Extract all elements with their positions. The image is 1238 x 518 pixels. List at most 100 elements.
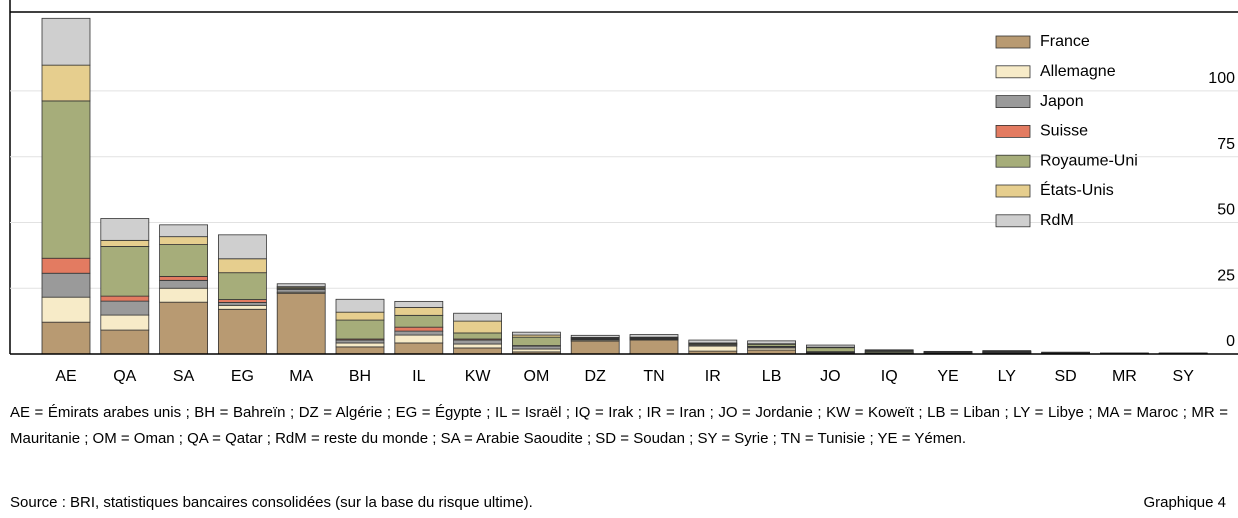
- bar-segment: [276, 292, 326, 355]
- legend-label: France: [1040, 33, 1090, 50]
- bar-segment: [276, 283, 326, 288]
- x-tick-label: IQ: [881, 368, 898, 385]
- x-tick-label: IL: [412, 368, 425, 385]
- bar-segment: [512, 348, 561, 353]
- bar-segment: [982, 350, 1032, 352]
- x-tick-label: MA: [289, 368, 313, 385]
- x-tick-label: LY: [998, 368, 1017, 385]
- bar-segment: [41, 64, 91, 102]
- y-tick-label: 25: [1217, 267, 1235, 284]
- legend-label: Suisse: [1040, 123, 1088, 140]
- bar-segment: [335, 342, 385, 348]
- x-tick-label: TN: [643, 368, 664, 385]
- bar-segment: [688, 339, 738, 344]
- bar-segment: [394, 342, 444, 355]
- bar-segment: [41, 257, 91, 274]
- y-tick-label: 75: [1217, 136, 1235, 153]
- bar-segment: [629, 334, 679, 338]
- figure-label: Graphique 4: [1143, 494, 1226, 511]
- bar-segment: [41, 100, 91, 259]
- bar-segment: [453, 320, 503, 334]
- bar-segment: [100, 329, 150, 355]
- x-tick-label: QA: [113, 368, 136, 385]
- legend-label: Allemagne: [1040, 63, 1116, 80]
- x-tick-label: SA: [173, 368, 195, 385]
- bar-segment: [512, 331, 561, 336]
- bar-segment: [41, 272, 91, 298]
- bar-segment: [335, 339, 385, 344]
- x-tick-label: SY: [1173, 368, 1195, 385]
- bar-segment: [335, 311, 385, 321]
- legend-swatch: [995, 125, 1031, 138]
- chart: 0 25 50 75 100 AE QA SA EG MA BH IL KW OM DZ TN IR LB JO IQ…: [9, 0, 1238, 385]
- legend-swatch: [995, 95, 1031, 108]
- x-tick-label: LB: [762, 368, 782, 385]
- x-tick-label: IR: [705, 368, 721, 385]
- legend-swatch: [995, 184, 1031, 198]
- bar-segment: [806, 347, 855, 353]
- x-tick-label: YE: [937, 368, 958, 385]
- bar-segment: [159, 224, 209, 238]
- x-tick-label: JO: [820, 368, 840, 385]
- x-tick-label: OM: [524, 368, 550, 385]
- bar-segment: [394, 326, 444, 332]
- bar-segment: [335, 319, 385, 340]
- bar-segment: [394, 330, 444, 336]
- bar-segment: [512, 345, 561, 350]
- bar-segment: [159, 275, 209, 281]
- x-tick-label: DZ: [585, 368, 607, 385]
- bar-segment: [100, 246, 150, 297]
- x-tick-label: AE: [55, 368, 76, 385]
- bar-segment: [394, 334, 444, 344]
- bar-segment: [394, 307, 444, 316]
- bar-segment: [276, 288, 326, 293]
- footnote: AE = Émirats arabes unis ; BH = Bahreïn …: [10, 404, 1228, 447]
- bar-segment: [217, 302, 267, 306]
- legend-swatch: [995, 35, 1031, 49]
- legend-label: RdM: [1040, 212, 1074, 229]
- bar-segment: [159, 279, 209, 289]
- bar-segment: [100, 295, 150, 302]
- bar-segment: [217, 234, 267, 260]
- bar-segment: [453, 332, 503, 340]
- bar-segment: [453, 339, 503, 345]
- bar-segment: [453, 312, 503, 322]
- y-tick-label: 50: [1217, 202, 1235, 219]
- x-tick-label: KW: [465, 368, 492, 385]
- bar-segment: [159, 301, 209, 355]
- bar-segment: [453, 343, 503, 349]
- bar-segment: [217, 272, 267, 300]
- bar-segment: [629, 339, 679, 355]
- bar-segment: [159, 287, 209, 303]
- bar-segment: [217, 299, 267, 303]
- bar-segment: [394, 314, 444, 328]
- legend-swatch: [995, 214, 1031, 228]
- bar-segment: [570, 340, 620, 355]
- bar-segment: [864, 349, 914, 351]
- bar-segment: [217, 308, 267, 355]
- bar-segment: [100, 218, 150, 241]
- bar-segment: [217, 258, 267, 274]
- bar-segment: [570, 334, 620, 338]
- bar-segment: [100, 239, 150, 247]
- y-tick-label: 100: [1208, 70, 1235, 87]
- bar-segment: [159, 244, 209, 277]
- y-tick-label: 0: [1226, 333, 1235, 350]
- x-tick-label: BH: [349, 368, 371, 385]
- bar-segment: [41, 296, 91, 323]
- legend-label: Japon: [1040, 93, 1084, 110]
- bar-segment: [688, 345, 738, 352]
- x-tick-label: SD: [1054, 368, 1076, 385]
- bar-segment: [41, 321, 91, 355]
- bar-segment: [1041, 351, 1090, 354]
- bar-segment: [394, 300, 444, 308]
- x-tick-label: MR: [1112, 368, 1137, 385]
- bar-segment: [217, 304, 267, 310]
- source: Source : BRI, statistiques bancaires con…: [10, 494, 533, 511]
- legend-swatch: [995, 154, 1031, 168]
- bar-segment: [41, 17, 91, 66]
- bar-segment: [100, 300, 150, 316]
- bar-segment: [159, 236, 209, 245]
- bar-segment: [100, 314, 150, 331]
